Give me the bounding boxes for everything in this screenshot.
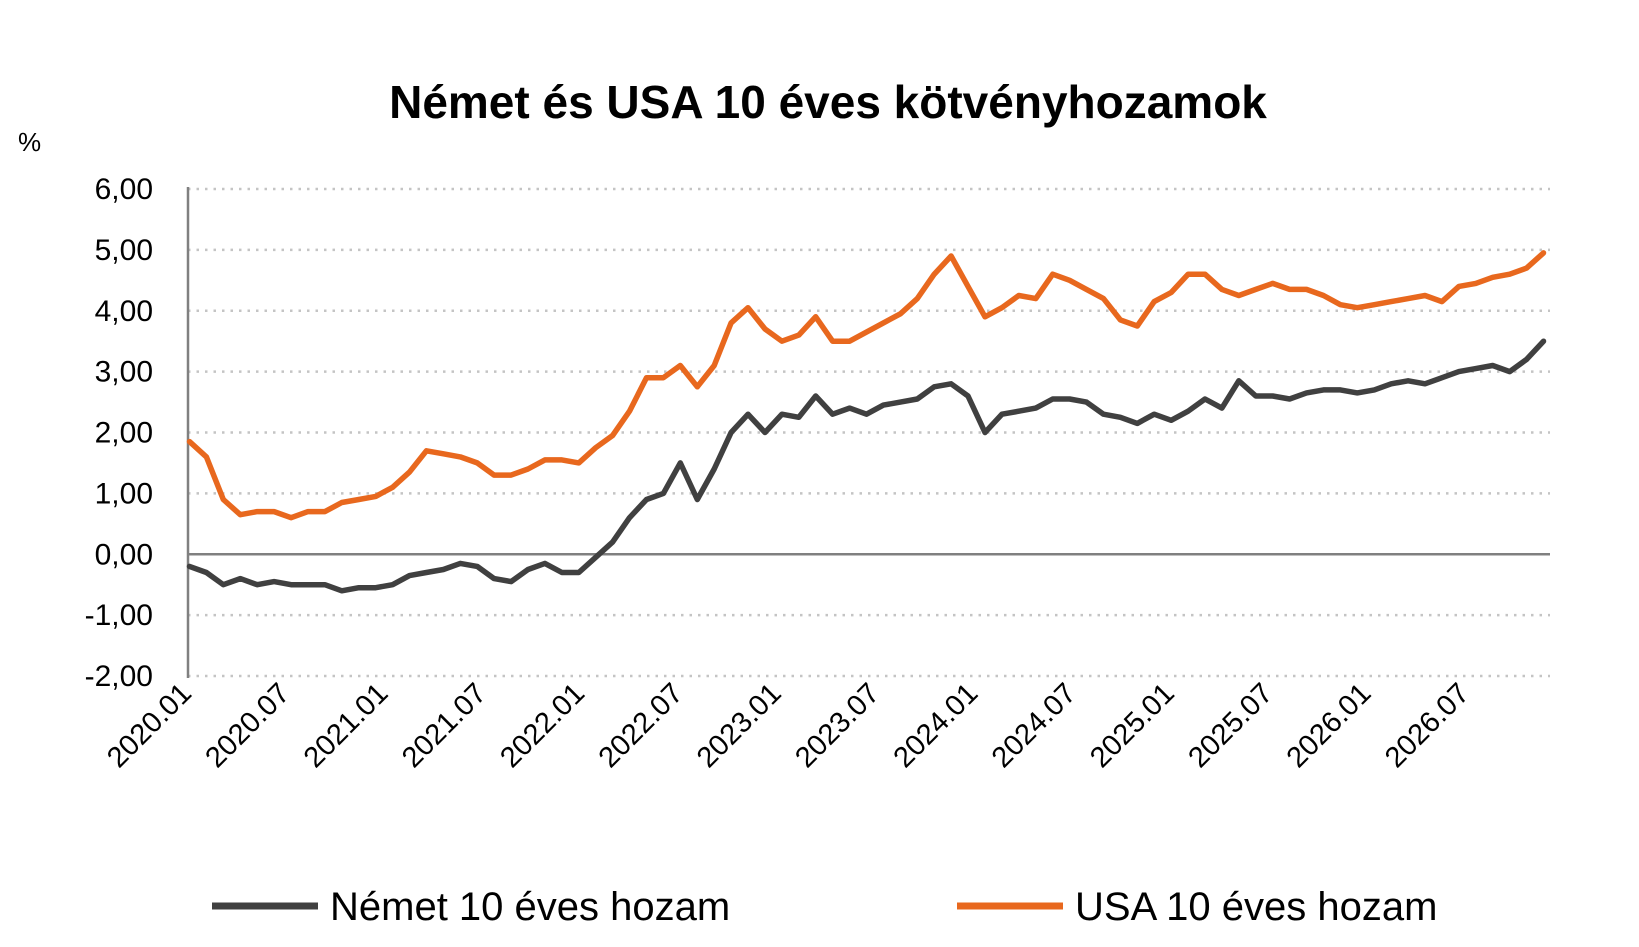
series-line-nemet bbox=[186, 338, 1547, 594]
x-tick-label: 2020.07 bbox=[199, 677, 296, 774]
legend-label-nemet: Német 10 éves hozam bbox=[330, 885, 730, 929]
x-tick-label: 2021.07 bbox=[396, 677, 493, 774]
y-tick-label: 1,00 bbox=[95, 477, 153, 510]
y-tick-label: 4,00 bbox=[95, 295, 153, 328]
y-axis-unit: % bbox=[18, 127, 41, 157]
x-tick-label: 2023.01 bbox=[691, 677, 788, 774]
x-tick-label: 2024.07 bbox=[986, 677, 1083, 774]
y-tick-label: 5,00 bbox=[95, 234, 153, 267]
x-tick-label: 2025.07 bbox=[1182, 677, 1279, 774]
axes bbox=[186, 187, 1550, 678]
y-tick-label: 6,00 bbox=[95, 173, 153, 206]
gridlines bbox=[188, 187, 1550, 678]
chart-title: Német és USA 10 éves kötvényhozamok bbox=[389, 76, 1267, 128]
y-tick-label: 3,00 bbox=[95, 356, 153, 389]
x-tick-label: 2021.01 bbox=[298, 677, 395, 774]
y-tick-label: 2,00 bbox=[95, 417, 153, 450]
y-axis-tick-labels: -2,00 -1,00 0,00 1,00 2,00 3,00 4,00 5,00 6,00 bbox=[85, 173, 153, 693]
y-tick-label: 0,00 bbox=[95, 538, 153, 571]
x-tick-label: 2023.07 bbox=[789, 677, 886, 774]
x-tick-label: 2026.07 bbox=[1379, 677, 1476, 774]
legend-item-nemet: Német 10 éves hozam bbox=[212, 885, 730, 929]
y-tick-label: -2,00 bbox=[85, 660, 153, 693]
y-tick-label: -1,00 bbox=[85, 599, 153, 632]
x-axis-tick-labels: 2020.01 2020.07 2021.01 2021.07 2022.01 2022.… bbox=[101, 677, 1476, 774]
x-tick-label: 2024.01 bbox=[888, 677, 985, 774]
x-tick-label: 2022.01 bbox=[494, 677, 591, 774]
x-tick-label: 2025.01 bbox=[1084, 677, 1181, 774]
series-line-usa bbox=[186, 250, 1547, 521]
legend-label-usa: USA 10 éves hozam bbox=[1075, 885, 1437, 929]
series-lines bbox=[186, 250, 1547, 594]
legend: Német 10 éves hozam USA 10 éves hozam bbox=[212, 885, 1437, 929]
x-tick-label: 2022.07 bbox=[593, 677, 690, 774]
legend-item-usa: USA 10 éves hozam bbox=[957, 885, 1437, 929]
x-tick-label: 2026.01 bbox=[1281, 677, 1378, 774]
